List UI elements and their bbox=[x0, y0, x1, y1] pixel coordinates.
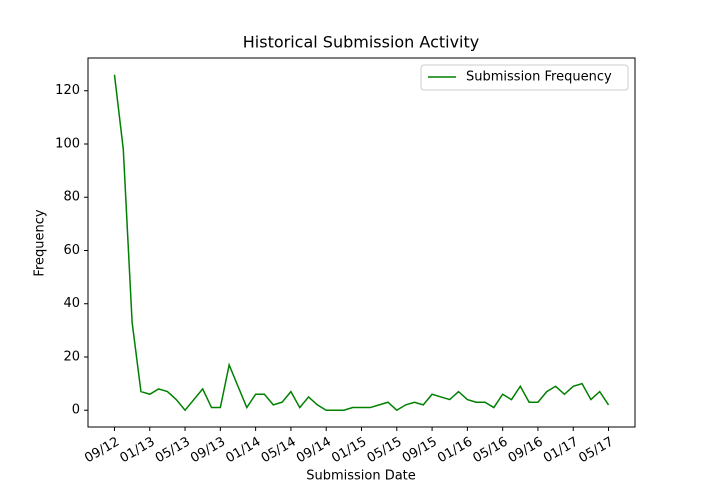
y-tick-label: 0 bbox=[72, 403, 80, 418]
x-tick-label: 05/13 bbox=[153, 435, 193, 467]
x-tick-label: 05/14 bbox=[259, 435, 299, 467]
x-axis-label: Submission Date bbox=[306, 469, 416, 480]
y-tick-label: 60 bbox=[63, 243, 80, 258]
y-axis-label: Frequency bbox=[33, 209, 48, 276]
x-tick-label: 09/16 bbox=[506, 435, 546, 467]
x-tick-label: 05/15 bbox=[365, 435, 405, 467]
y-tick-label: 120 bbox=[55, 83, 80, 98]
x-tick-label: 05/17 bbox=[576, 435, 616, 467]
legend-label: Submission Frequency bbox=[466, 70, 612, 85]
plot-frame bbox=[87, 57, 636, 428]
y-tick-label: 100 bbox=[55, 136, 80, 151]
x-tick-label: 01/17 bbox=[541, 435, 581, 467]
x-tick-label: 09/15 bbox=[400, 435, 440, 467]
chart-title: Historical Submission Activity bbox=[243, 33, 479, 52]
x-tick-label: 09/14 bbox=[294, 435, 334, 467]
y-tick-label: 80 bbox=[63, 190, 80, 205]
x-tick-label: 01/13 bbox=[118, 435, 158, 467]
data-line bbox=[113, 74, 610, 412]
y-tick-label: 20 bbox=[63, 349, 80, 364]
x-tick-label: 01/15 bbox=[329, 435, 369, 467]
x-tick-label: 09/12 bbox=[82, 435, 122, 467]
x-tick-label: 09/13 bbox=[188, 435, 228, 467]
legend-box bbox=[420, 64, 629, 91]
y-tick-label: 40 bbox=[63, 296, 80, 311]
x-tick-label: 01/14 bbox=[223, 435, 263, 467]
x-tick-label: 05/16 bbox=[470, 435, 510, 467]
x-tick-label: 01/16 bbox=[435, 435, 475, 467]
